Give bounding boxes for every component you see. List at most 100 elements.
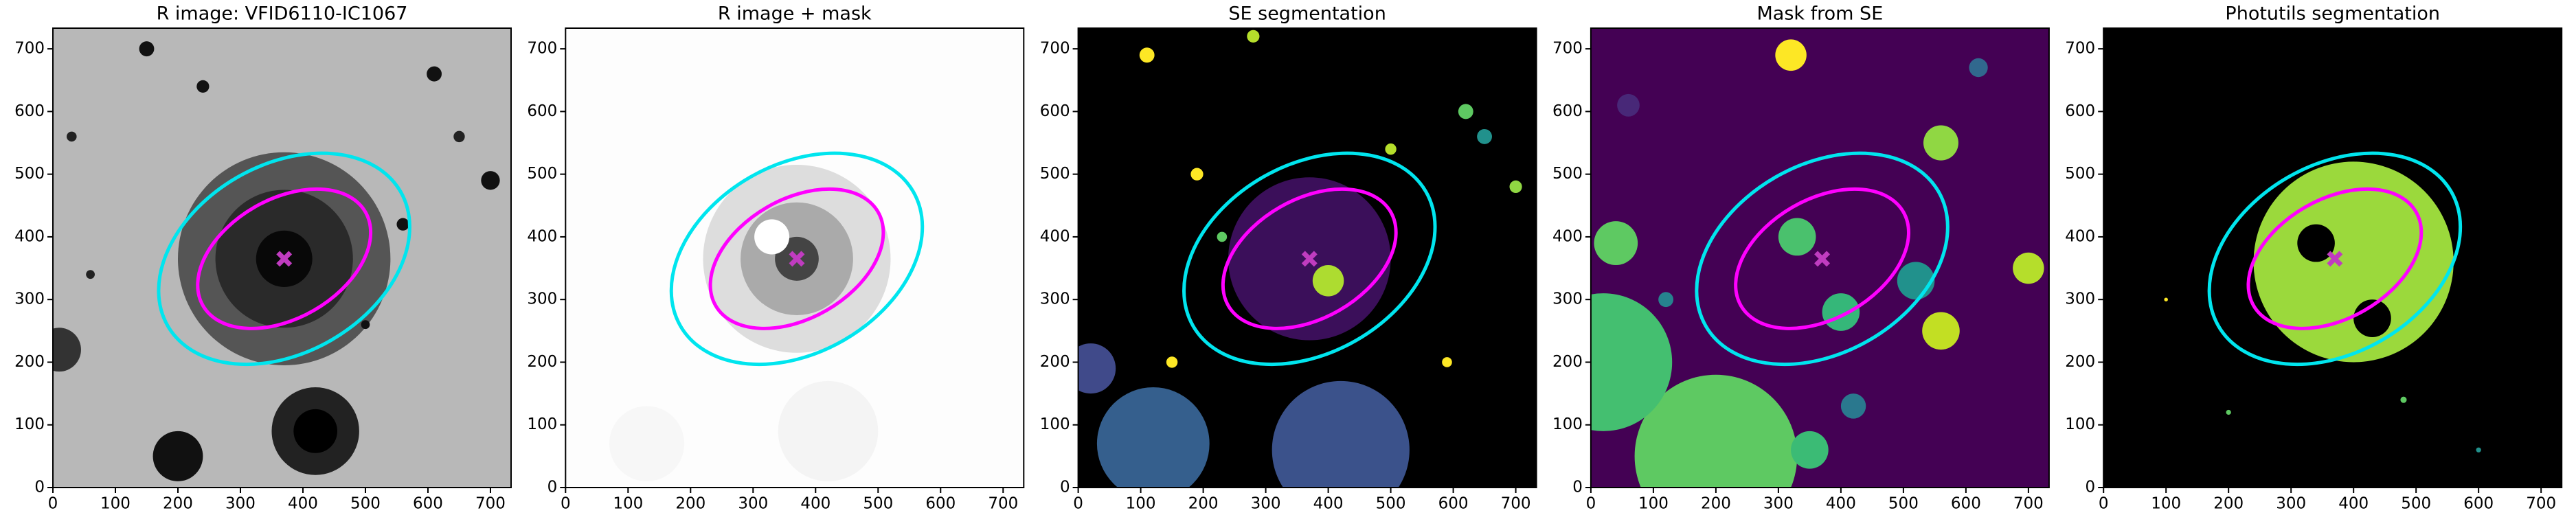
y-tick-label: 200 (527, 353, 557, 371)
image-feature (1634, 374, 1798, 488)
aperture-ellipse (1221, 187, 1398, 330)
image-feature (1594, 221, 1638, 265)
image-feature (396, 218, 409, 231)
y-tick-label: 300 (1040, 290, 1070, 308)
image-feature (1272, 380, 1410, 488)
x-tick-label: 0 (2099, 495, 2109, 513)
y-tick-label: 400 (527, 227, 557, 245)
x-tick-label: 500 (1376, 495, 1406, 513)
x-tick-label: 500 (1888, 495, 1919, 513)
y-tick-label: 500 (2065, 165, 2095, 183)
x-tick-label: 600 (413, 495, 443, 513)
image-feature (609, 406, 685, 481)
panel-title: Photutils segmentation (2225, 3, 2440, 25)
image-feature (1078, 343, 1116, 394)
x-tick-label: 600 (1438, 495, 1469, 513)
y-tick-label: 100 (2065, 415, 2095, 433)
image-feature (2297, 224, 2335, 262)
y-tick-label: 700 (14, 40, 45, 58)
image-feature (427, 66, 442, 82)
image-feature (754, 219, 790, 255)
center-marker (2327, 251, 2343, 267)
x-tick-label: 500 (863, 495, 893, 513)
y-tick-label: 700 (527, 40, 557, 58)
aperture-ellipse (1695, 151, 1950, 367)
image-feature (453, 130, 465, 143)
aperture-ellipse (1182, 151, 1437, 367)
image-feature (1840, 393, 1866, 419)
y-tick-label: 700 (1040, 40, 1070, 58)
x-tick-label: 400 (1826, 495, 1856, 513)
image-feature (2353, 299, 2391, 337)
image-feature (361, 320, 370, 330)
aperture-ellipse (157, 151, 411, 367)
image-feature (2013, 252, 2044, 284)
center-marker (789, 251, 805, 267)
image-feature (196, 80, 210, 93)
y-tick-label: 700 (1552, 40, 1583, 58)
y-tick-label: 400 (2065, 227, 2095, 245)
x-tick-label: 200 (1701, 495, 1731, 513)
y-tick-label: 600 (527, 102, 557, 120)
y-tick-label: 600 (1552, 102, 1583, 120)
center-marker (1301, 251, 1318, 267)
image-feature (1969, 58, 1988, 78)
x-tick-label: 0 (1073, 495, 1083, 513)
aperture-ellipse (1734, 187, 1910, 330)
axes-frame (2103, 27, 2563, 488)
image-feature (1658, 292, 1674, 308)
image-feature (1775, 39, 1807, 71)
aperture-ellipse (708, 187, 885, 330)
y-tick-label: 600 (2065, 102, 2095, 120)
image-feature (139, 41, 155, 57)
image-feature (1778, 218, 1816, 256)
center-marker (276, 251, 293, 267)
axes-frame (1077, 27, 1537, 488)
x-tick-label: 100 (1638, 495, 1669, 513)
image-feature (1247, 30, 1260, 43)
x-tick-label: 200 (675, 495, 705, 513)
x-tick-label: 300 (1763, 495, 1794, 513)
image-feature (1166, 356, 1178, 368)
image-feature (2164, 297, 2168, 301)
image-panel (2103, 28, 2562, 488)
y-tick-label: 100 (527, 415, 557, 433)
x-tick-label: 700 (2526, 495, 2556, 513)
y-tick-label: 200 (1040, 353, 1070, 371)
x-tick-label: 400 (1313, 495, 1344, 513)
y-tick-label: 600 (1040, 102, 1070, 120)
x-tick-label: 300 (225, 495, 256, 513)
y-tick-label: 0 (1572, 479, 1583, 496)
image-feature (2253, 161, 2454, 363)
x-tick-label: 700 (475, 495, 506, 513)
y-tick-label: 500 (14, 165, 45, 183)
x-tick-label: 700 (1501, 495, 1531, 513)
y-tick-label: 100 (1040, 415, 1070, 433)
y-tick-label: 500 (1552, 165, 1583, 183)
y-tick-label: 200 (2065, 353, 2095, 371)
aperture-ellipse (196, 187, 373, 330)
image-feature (1458, 104, 1473, 119)
y-tick-label: 500 (1040, 165, 1070, 183)
y-tick-label: 0 (34, 479, 45, 496)
x-tick-label: 300 (2276, 495, 2306, 513)
x-tick-label: 300 (738, 495, 768, 513)
y-tick-label: 300 (2065, 290, 2095, 308)
y-tick-label: 400 (1040, 227, 1070, 245)
panel-title: Mask from SE (1757, 3, 1884, 25)
x-tick-label: 400 (2338, 495, 2369, 513)
axes-frame (565, 27, 1025, 488)
x-tick-label: 300 (1251, 495, 1281, 513)
y-tick-label: 200 (14, 353, 45, 371)
image-feature (1822, 293, 1860, 331)
x-tick-label: 0 (48, 495, 58, 513)
aperture-ellipse (2207, 151, 2463, 367)
image-feature (1096, 387, 1210, 488)
image-panel (53, 28, 511, 488)
x-tick-label: 600 (925, 495, 956, 513)
image-panel (1078, 28, 1537, 488)
aperture-ellipse (2246, 187, 2424, 330)
x-tick-label: 100 (1126, 495, 1156, 513)
image-feature (1590, 293, 1673, 431)
x-tick-label: 700 (988, 495, 1018, 513)
